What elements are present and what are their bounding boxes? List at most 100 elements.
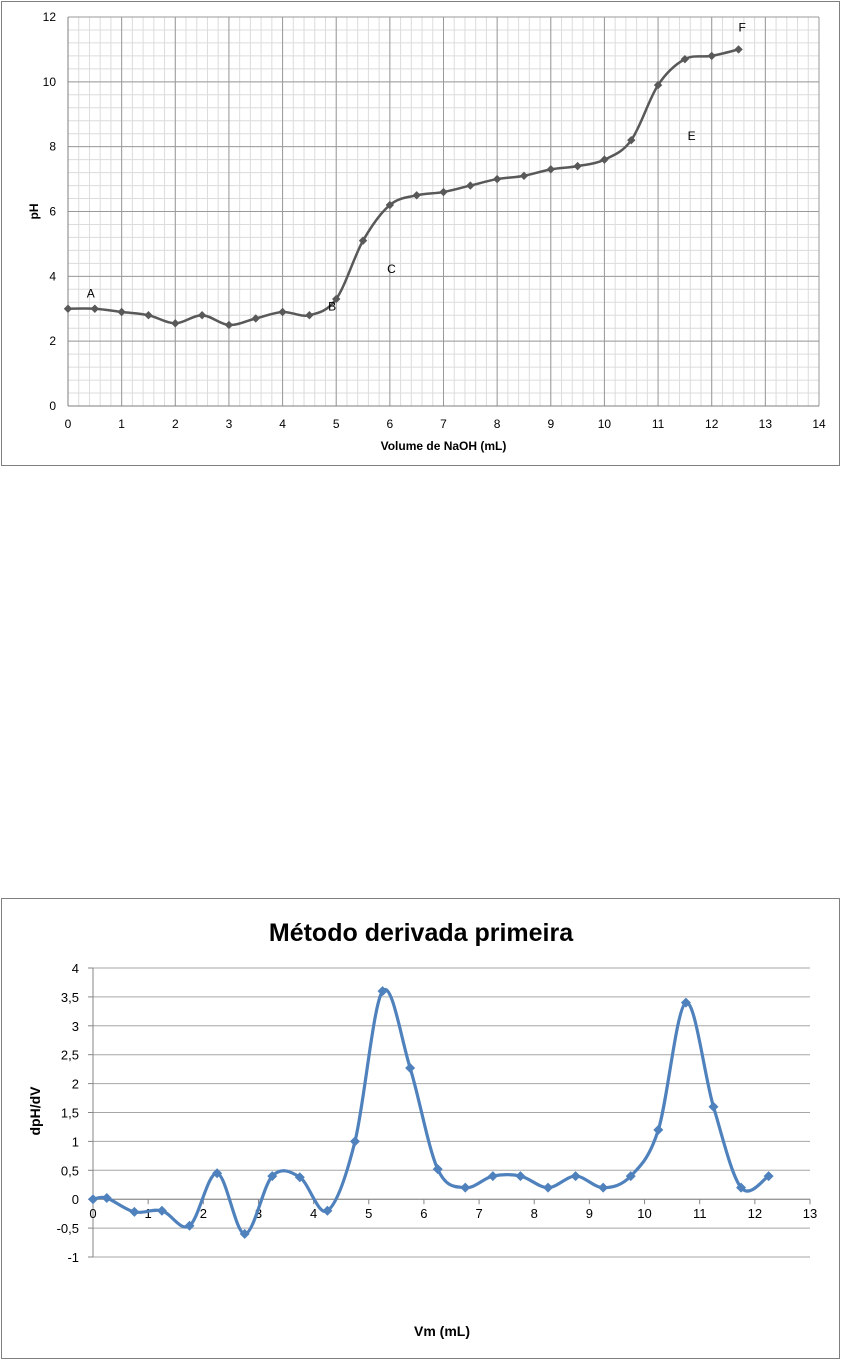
y-tick-label: -1: [67, 1250, 79, 1265]
y-tick-label: -0,5: [57, 1221, 79, 1236]
data-point: [385, 200, 395, 210]
x-tick-label: 8: [494, 417, 501, 431]
series-line: [92, 987, 770, 1236]
data-point: [546, 165, 555, 174]
y-tick-label: 6: [49, 205, 56, 219]
y-tick-label: 3,5: [61, 990, 79, 1005]
data-point: [600, 155, 609, 164]
x-tick-label: 1: [145, 1206, 152, 1221]
x-tick-label: 12: [705, 417, 719, 431]
data-point: [332, 294, 341, 304]
data-point: [543, 1182, 554, 1193]
data-point: [460, 1182, 471, 1193]
x-tick-label: 13: [803, 1206, 817, 1221]
y-tick-label: 0,5: [61, 1163, 79, 1178]
y-tick-label: 1: [72, 1134, 79, 1149]
data-point: [101, 1193, 112, 1204]
y-tick-label: 10: [43, 75, 57, 89]
y-tick-label: 0: [49, 399, 56, 413]
data-point: [251, 314, 260, 323]
data-point: [519, 171, 529, 181]
y-tick-label: 4: [49, 269, 56, 283]
x-tick-label: 2: [200, 1206, 207, 1221]
data-point: [627, 135, 636, 145]
data-point: [212, 1168, 223, 1179]
data-point: [653, 1124, 664, 1135]
derivative-chart: Método derivada primeira 0 1 2 3 4 5 6 7 8 9 10 11 12…: [1, 898, 840, 1359]
data-point: [224, 320, 234, 330]
x-tick-label: 5: [365, 1206, 372, 1221]
x-tick-label: 6: [387, 417, 394, 431]
annotation-label: C: [387, 262, 396, 276]
data-point: [570, 1171, 581, 1182]
x-tick-label: 3: [226, 417, 233, 431]
x-tick-label: 13: [759, 417, 773, 431]
y-tick-label: 8: [49, 140, 56, 154]
data-point: [239, 1228, 250, 1239]
data-point: [680, 997, 691, 1008]
data-point: [736, 1182, 747, 1193]
y-tick-label: 3: [72, 1019, 79, 1034]
data-point: [305, 311, 314, 320]
data-point: [63, 304, 73, 313]
data-point: [515, 1171, 526, 1182]
data-point: [405, 1062, 416, 1073]
x-tick-label: 0: [89, 1206, 96, 1221]
titration-chart: 0 1 2 3 4 5 6 7 8 9 10 11 12 13 14 0 2 4 6 8 10 12 Volume de N…: [1, 1, 840, 466]
data-point: [184, 1220, 195, 1231]
x-axis-label: Volume de NaOH (mL): [381, 439, 507, 453]
y-tick-label: 0: [72, 1192, 79, 1207]
x-tick-label: 10: [637, 1206, 651, 1221]
data-point: [432, 1164, 443, 1175]
y-tick-label: 1,5: [61, 1106, 79, 1121]
y-tick-label: 2: [72, 1077, 79, 1092]
data-point: [598, 1182, 609, 1193]
annotation-label: A: [87, 286, 95, 300]
data-point: [466, 181, 475, 190]
y-tick-label: 2,5: [61, 1048, 79, 1063]
y-axis-label: dpH/dV: [27, 1086, 43, 1136]
data-point: [412, 191, 421, 200]
x-tick-label: 7: [440, 417, 447, 431]
x-tick-label: 0: [65, 417, 72, 431]
x-tick-label: 6: [420, 1206, 427, 1221]
y-tick-label: 2: [49, 334, 56, 348]
annotation-label: B: [328, 299, 336, 313]
data-point: [625, 1171, 636, 1182]
data-point: [439, 187, 448, 197]
data-point: [573, 161, 582, 171]
data-point: [487, 1171, 498, 1182]
y-tick-label: 12: [43, 10, 57, 24]
data-point: [278, 307, 287, 317]
annotation-label: E: [688, 129, 696, 143]
data-point: [708, 1101, 719, 1112]
data-point: [117, 307, 126, 317]
x-tick-label: 1: [118, 417, 125, 431]
data-point: [358, 236, 368, 245]
data-point: [144, 311, 153, 320]
data-point: [294, 1172, 305, 1183]
data-point: [653, 80, 663, 90]
x-tick-label: 7: [475, 1206, 482, 1221]
x-tick-label: 9: [547, 417, 554, 431]
data-point: [763, 1171, 774, 1182]
data-point: [377, 986, 388, 997]
chart-title: Método derivada primeira: [269, 919, 574, 947]
major-gridlines: [93, 967, 810, 1258]
data-point: [88, 1194, 98, 1205]
data-point: [492, 174, 502, 184]
series-line: [67, 48, 739, 327]
x-tick-label: 2: [172, 417, 179, 431]
data-point: [707, 51, 716, 61]
major-gridlines: [67, 16, 820, 407]
x-tick-label: 4: [279, 417, 286, 431]
x-axis-label: Vm (mL): [414, 1323, 470, 1339]
data-point: [90, 304, 100, 313]
x-tick-label: 11: [693, 1206, 707, 1221]
x-tick-label: 11: [652, 417, 665, 431]
x-tick-label: 3: [255, 1206, 262, 1221]
data-point: [156, 1205, 167, 1216]
y-tick-label: 4: [72, 961, 79, 976]
